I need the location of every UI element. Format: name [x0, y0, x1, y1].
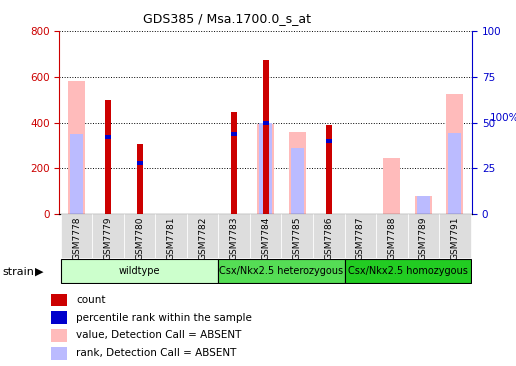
Bar	[263, 60, 269, 214]
Text: Csx/Nkx2.5 homozygous: Csx/Nkx2.5 homozygous	[348, 266, 467, 276]
Bar	[231, 131, 237, 136]
Bar	[137, 161, 142, 165]
Bar	[137, 144, 143, 214]
Text: GDS385 / Msa.1700.0_s_at: GDS385 / Msa.1700.0_s_at	[143, 12, 311, 25]
Text: GSM7780: GSM7780	[135, 216, 144, 260]
Text: percentile rank within the sample: percentile rank within the sample	[76, 313, 252, 323]
Bar	[68, 82, 85, 214]
Text: value, Detection Call = ABSENT: value, Detection Call = ABSENT	[76, 330, 241, 340]
Bar	[417, 196, 430, 214]
Bar	[282, 214, 313, 258]
Bar	[105, 135, 111, 139]
Bar	[51, 329, 67, 342]
Text: GSM7784: GSM7784	[261, 216, 270, 260]
Text: Csx/Nkx2.5 heterozygous: Csx/Nkx2.5 heterozygous	[219, 266, 344, 276]
Bar	[376, 214, 408, 258]
Text: GSM7787: GSM7787	[356, 216, 365, 260]
Bar	[231, 112, 237, 214]
Bar	[155, 214, 187, 258]
Text: strain: strain	[3, 266, 35, 277]
Text: GSM7786: GSM7786	[324, 216, 333, 260]
Bar	[124, 214, 155, 258]
Bar	[187, 214, 218, 258]
Bar	[446, 94, 463, 214]
Bar	[250, 214, 282, 258]
Bar	[313, 214, 345, 258]
Bar	[61, 214, 92, 258]
Bar	[326, 125, 332, 214]
Bar	[383, 158, 400, 214]
Bar	[218, 258, 345, 283]
Text: GSM7785: GSM7785	[293, 216, 302, 260]
Text: GSM7778: GSM7778	[72, 216, 81, 260]
Text: GSM7791: GSM7791	[450, 216, 459, 260]
Bar	[105, 100, 111, 214]
Bar	[51, 347, 67, 359]
Bar	[51, 294, 67, 306]
Y-axis label: 100%: 100%	[490, 113, 516, 123]
Bar	[326, 139, 332, 143]
Bar	[257, 124, 275, 214]
Bar	[218, 214, 250, 258]
Text: GSM7783: GSM7783	[230, 216, 239, 260]
Text: GSM7782: GSM7782	[198, 216, 207, 260]
Bar	[291, 148, 304, 214]
Bar	[439, 214, 471, 258]
Text: count: count	[76, 295, 106, 305]
Bar	[263, 120, 268, 125]
Bar	[51, 311, 67, 324]
Text: rank, Detection Call = ABSENT: rank, Detection Call = ABSENT	[76, 348, 236, 358]
Text: GSM7781: GSM7781	[167, 216, 176, 260]
Text: GSM7779: GSM7779	[104, 216, 112, 260]
Bar	[448, 133, 461, 214]
Bar	[92, 214, 124, 258]
Bar	[288, 132, 306, 214]
Text: wildtype: wildtype	[119, 266, 160, 276]
Text: ▶: ▶	[35, 266, 43, 277]
Bar	[345, 258, 471, 283]
Bar	[61, 258, 218, 283]
Text: GSM7789: GSM7789	[419, 216, 428, 260]
Bar	[415, 196, 432, 214]
Bar	[259, 123, 272, 214]
Bar	[70, 134, 83, 214]
Bar	[408, 214, 439, 258]
Text: GSM7788: GSM7788	[388, 216, 396, 260]
Bar	[345, 214, 376, 258]
